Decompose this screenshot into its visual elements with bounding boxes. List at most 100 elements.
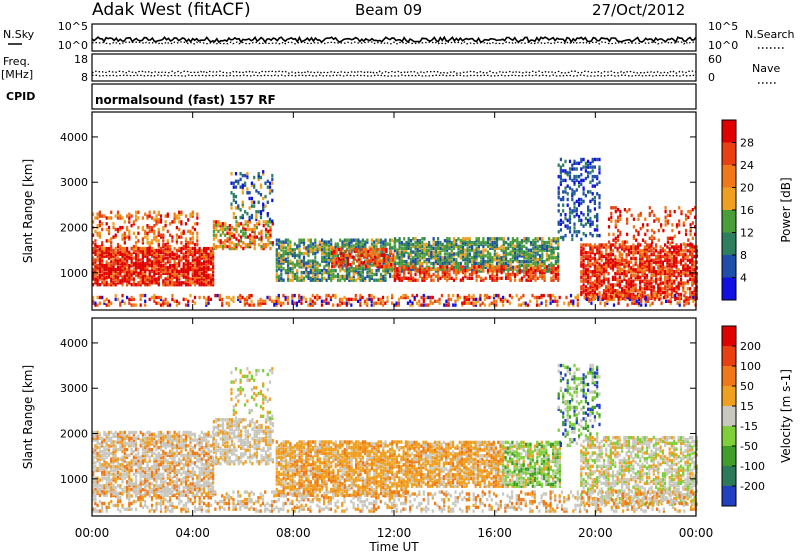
power-cell xyxy=(253,224,256,228)
power-cell xyxy=(103,252,106,256)
power-cell xyxy=(648,243,651,247)
power-cell xyxy=(434,256,437,260)
power-cell xyxy=(593,228,596,232)
power-cell xyxy=(660,225,663,229)
power-cell xyxy=(275,276,278,280)
power-cell xyxy=(98,262,101,266)
power-cell xyxy=(554,269,557,273)
power-cell xyxy=(341,244,344,248)
power-cell xyxy=(446,237,449,241)
power-cell xyxy=(352,238,355,242)
power-cell xyxy=(200,283,203,287)
power-cell xyxy=(582,249,585,253)
power-cell xyxy=(150,267,154,272)
power-cell xyxy=(657,217,660,221)
power-cell xyxy=(98,265,101,270)
power-cell xyxy=(171,283,174,287)
power-cell xyxy=(287,244,290,248)
power-cell xyxy=(123,248,126,253)
power-cell xyxy=(598,292,601,297)
power-cell xyxy=(657,287,660,291)
power-cell xyxy=(525,270,528,275)
power-cell xyxy=(103,299,106,303)
power-cell xyxy=(259,212,263,216)
power-cell xyxy=(175,254,178,258)
power-cell xyxy=(155,216,158,220)
power-cell xyxy=(105,264,108,268)
power-cell xyxy=(587,275,590,280)
power-cell xyxy=(632,225,635,229)
power-cell xyxy=(582,157,585,162)
power-cell xyxy=(278,259,281,263)
power-cell xyxy=(219,227,222,232)
power-cell xyxy=(340,264,343,269)
power-cell xyxy=(385,249,388,254)
power-cell xyxy=(350,248,353,252)
power-cell xyxy=(287,253,290,258)
power-cell xyxy=(568,216,572,221)
power-cell xyxy=(92,258,95,262)
power-cell xyxy=(473,267,476,271)
power-cell xyxy=(339,278,342,282)
power-cell xyxy=(157,233,160,237)
power-cell xyxy=(582,258,585,262)
power-cell xyxy=(141,264,144,268)
power-cell xyxy=(187,218,190,222)
power-cell xyxy=(101,260,104,264)
power-cell xyxy=(371,259,375,263)
power-cell xyxy=(545,252,548,256)
power-cell xyxy=(493,244,496,249)
power-cell xyxy=(576,303,579,307)
power-cell xyxy=(212,283,215,287)
power-cell xyxy=(121,256,124,260)
power-cell xyxy=(659,264,662,268)
power-cell xyxy=(282,278,285,282)
power-cell xyxy=(671,236,674,240)
power-cell xyxy=(596,182,599,186)
power-cell xyxy=(568,207,572,211)
power-cell xyxy=(128,279,131,283)
power-cell xyxy=(365,247,368,252)
power-cell xyxy=(523,274,526,279)
power-cell xyxy=(329,295,332,300)
power-cell xyxy=(394,256,397,260)
power-cell xyxy=(224,233,227,237)
power-cell xyxy=(267,224,270,228)
power-cell xyxy=(207,260,210,264)
power-cell xyxy=(318,263,321,267)
power-cell xyxy=(110,273,113,277)
power-cell xyxy=(632,234,635,238)
power-cell xyxy=(645,285,649,289)
power-cell xyxy=(422,299,425,303)
power-cell xyxy=(538,303,541,307)
power-cell xyxy=(430,246,433,250)
power-cell xyxy=(457,246,460,250)
power-cell xyxy=(336,274,340,279)
power-cell xyxy=(282,267,285,271)
power-cell xyxy=(550,244,553,249)
power-cell xyxy=(632,256,635,261)
power-cell xyxy=(525,259,528,264)
power-cell xyxy=(128,277,131,281)
power-cell xyxy=(598,285,601,289)
power-cell xyxy=(593,273,596,278)
power-cell xyxy=(403,269,406,273)
power-cell xyxy=(632,279,635,283)
power-cell xyxy=(548,237,551,241)
power-cell xyxy=(532,239,535,243)
power-cell xyxy=(534,250,537,254)
power-cell xyxy=(673,249,676,253)
power-cell xyxy=(123,220,126,224)
power-cell xyxy=(198,260,201,264)
power-cell xyxy=(609,254,612,259)
power-cell xyxy=(159,218,163,222)
power-cell xyxy=(626,209,629,214)
power-cell xyxy=(169,283,172,287)
power-cell xyxy=(693,277,696,281)
power-cell xyxy=(566,224,569,228)
power-cell xyxy=(418,270,422,275)
power-cell xyxy=(275,274,278,279)
power-cell xyxy=(396,256,399,260)
